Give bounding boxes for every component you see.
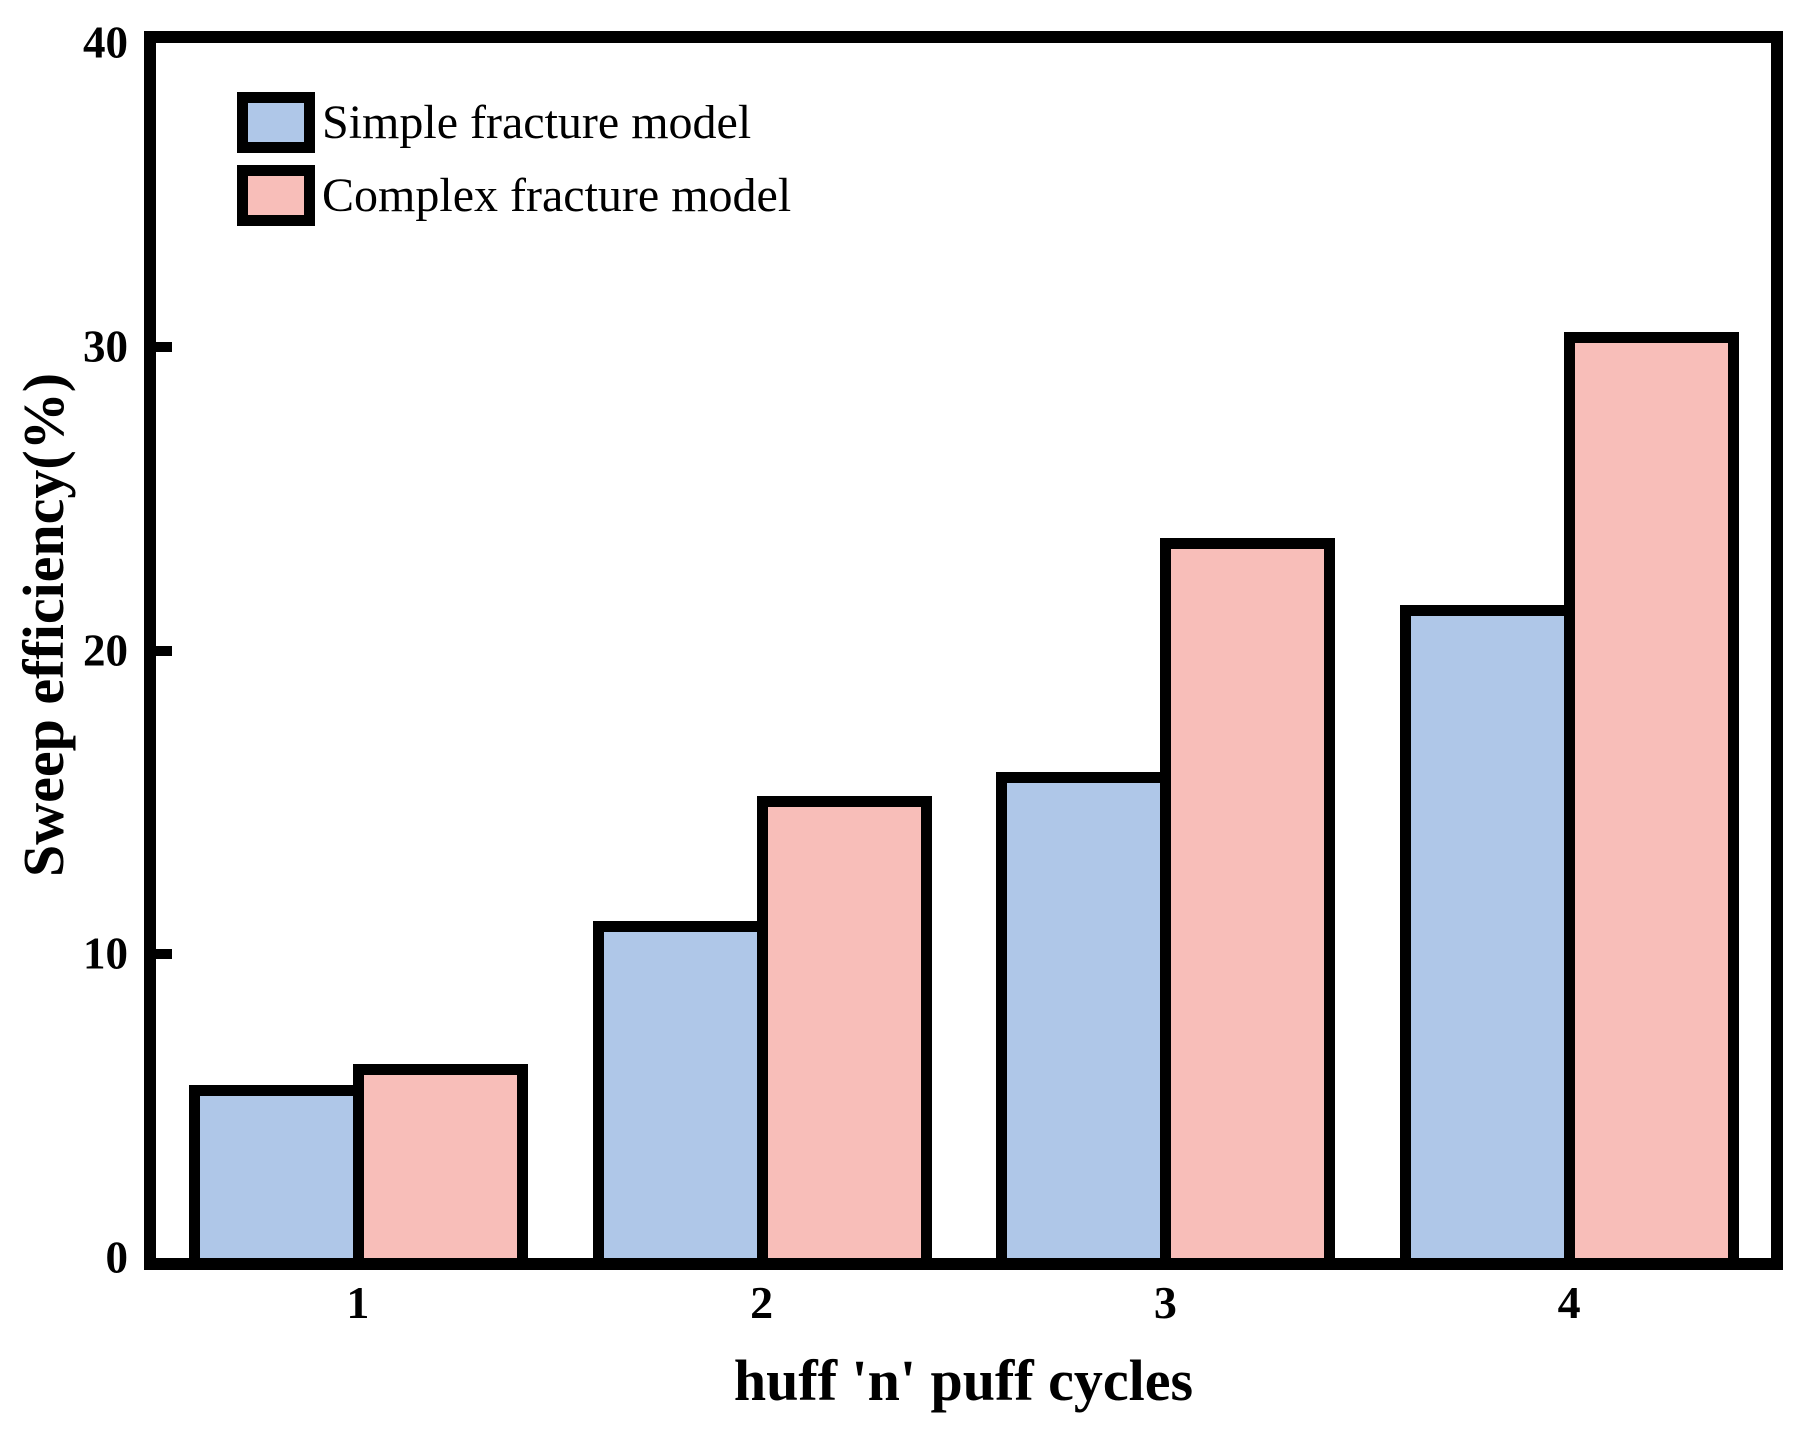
y-tick-label-40: 40 bbox=[83, 17, 128, 68]
y-tick-label-0: 0 bbox=[105, 1232, 129, 1283]
x-tick-label-3: 3 bbox=[1153, 1277, 1177, 1328]
x-tick-label-1: 1 bbox=[346, 1277, 370, 1328]
y-tick-mark-20 bbox=[156, 645, 172, 656]
legend-item-1: Simple fracture model bbox=[237, 92, 791, 153]
bar-series1-cat2 bbox=[592, 920, 768, 1258]
y-tick-mark-10 bbox=[156, 949, 172, 960]
y-tick-label-20: 20 bbox=[83, 625, 128, 675]
bar-series2-cat3 bbox=[1160, 538, 1336, 1258]
legend-swatch-icon bbox=[237, 92, 315, 153]
x-tick-label-4: 4 bbox=[1557, 1277, 1581, 1328]
legend: Simple fracture model Complex fracture mo… bbox=[237, 92, 791, 238]
bar-series2-cat2 bbox=[756, 796, 932, 1258]
legend-label: Complex fracture model bbox=[322, 168, 792, 222]
legend-swatch-icon bbox=[237, 165, 315, 226]
y-tick-mark-30 bbox=[156, 341, 172, 352]
y-axis-tick-labels: 0 10 20 30 40 bbox=[0, 20, 128, 1280]
legend-label: Simple fracture model bbox=[322, 95, 752, 149]
plot-area: Simple fracture model Complex fracture mo… bbox=[144, 31, 1783, 1270]
x-axis-tick-labels: 1 2 3 4 bbox=[156, 1280, 1771, 1335]
x-tick-label-2: 2 bbox=[750, 1277, 774, 1328]
y-tick-label-10: 10 bbox=[83, 928, 128, 979]
bar-series2-cat4 bbox=[1564, 331, 1740, 1258]
bar-series1-cat3 bbox=[996, 772, 1172, 1258]
bar-series2-cat1 bbox=[352, 1063, 528, 1258]
bar-series1-cat4 bbox=[1400, 604, 1576, 1258]
x-axis-title: huff 'n' puff cycles bbox=[733, 1348, 1194, 1413]
bar-series1-cat1 bbox=[188, 1084, 364, 1258]
legend-item-2: Complex fracture model bbox=[237, 165, 791, 226]
y-tick-label-30: 30 bbox=[83, 321, 128, 372]
